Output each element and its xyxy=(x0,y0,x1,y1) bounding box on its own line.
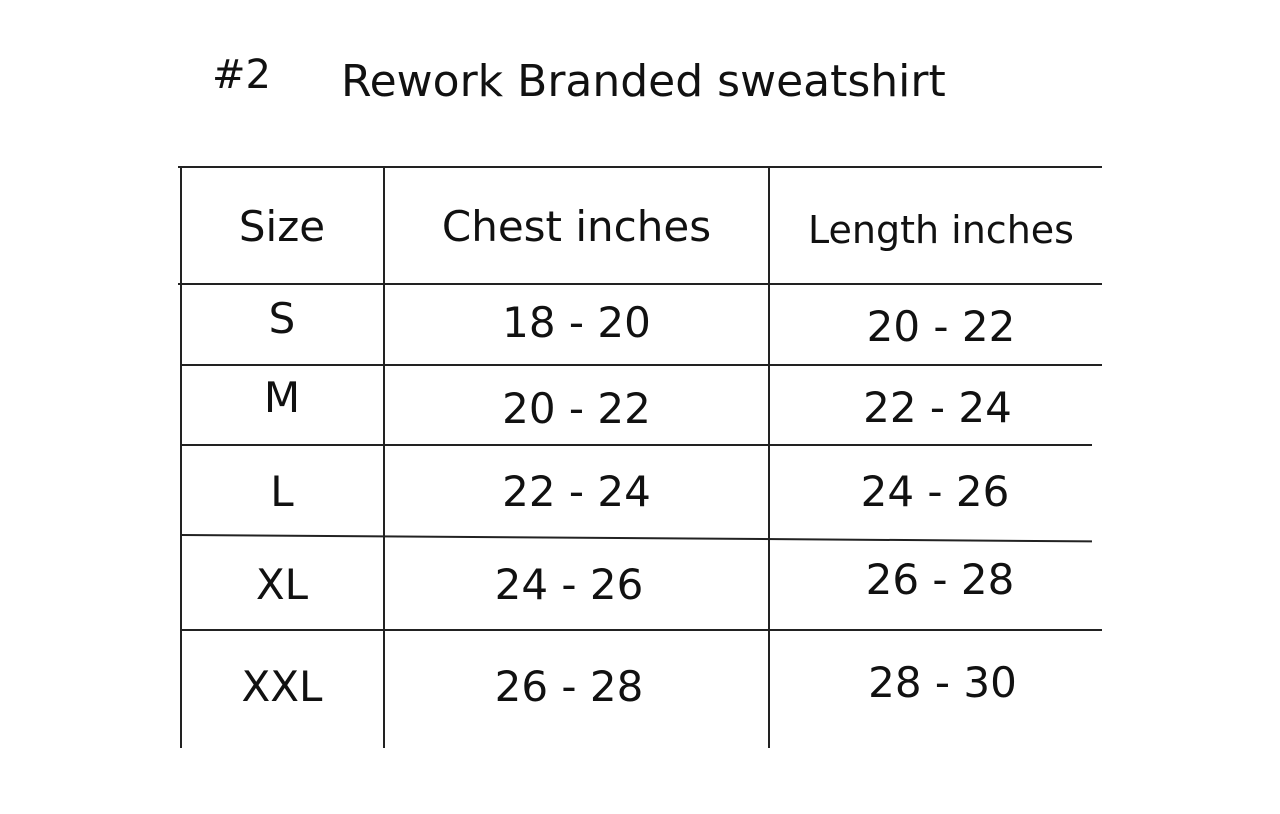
table-rule xyxy=(178,283,1102,285)
table-rule xyxy=(180,167,182,748)
chest-cell: 22 - 24 xyxy=(502,467,651,516)
table-rule xyxy=(178,166,1102,168)
table-rule xyxy=(181,534,1092,543)
chest-cell: 24 - 26 xyxy=(494,560,644,609)
length-cell: 22 - 24 xyxy=(863,383,1012,432)
page-title: Rework Branded sweatshirt xyxy=(341,56,946,107)
column-header-length: Length inches xyxy=(808,208,1074,252)
length-cell: 20 - 22 xyxy=(866,302,1016,351)
size-cell: XL xyxy=(255,560,309,609)
table-rule xyxy=(768,167,770,748)
size-cell: L xyxy=(270,467,294,516)
table-rule xyxy=(182,629,1102,631)
chest-cell: 20 - 22 xyxy=(502,384,651,433)
size-cell: M xyxy=(263,373,301,422)
size-cell: XXL xyxy=(241,662,323,711)
table-rule xyxy=(180,364,1102,366)
length-cell: 24 - 26 xyxy=(860,467,1010,516)
table-rule xyxy=(383,167,385,748)
length-cell: 26 - 28 xyxy=(865,555,1015,604)
table-rule xyxy=(180,444,1092,446)
chest-cell: 26 - 28 xyxy=(494,662,644,711)
length-cell: 28 - 30 xyxy=(868,658,1017,707)
size-cell: S xyxy=(268,294,296,343)
column-header-chest: Chest inches xyxy=(441,202,712,251)
chart-number: #2 xyxy=(212,52,271,98)
column-header-size: Size xyxy=(238,202,326,251)
chest-cell: 18 - 20 xyxy=(502,298,651,347)
